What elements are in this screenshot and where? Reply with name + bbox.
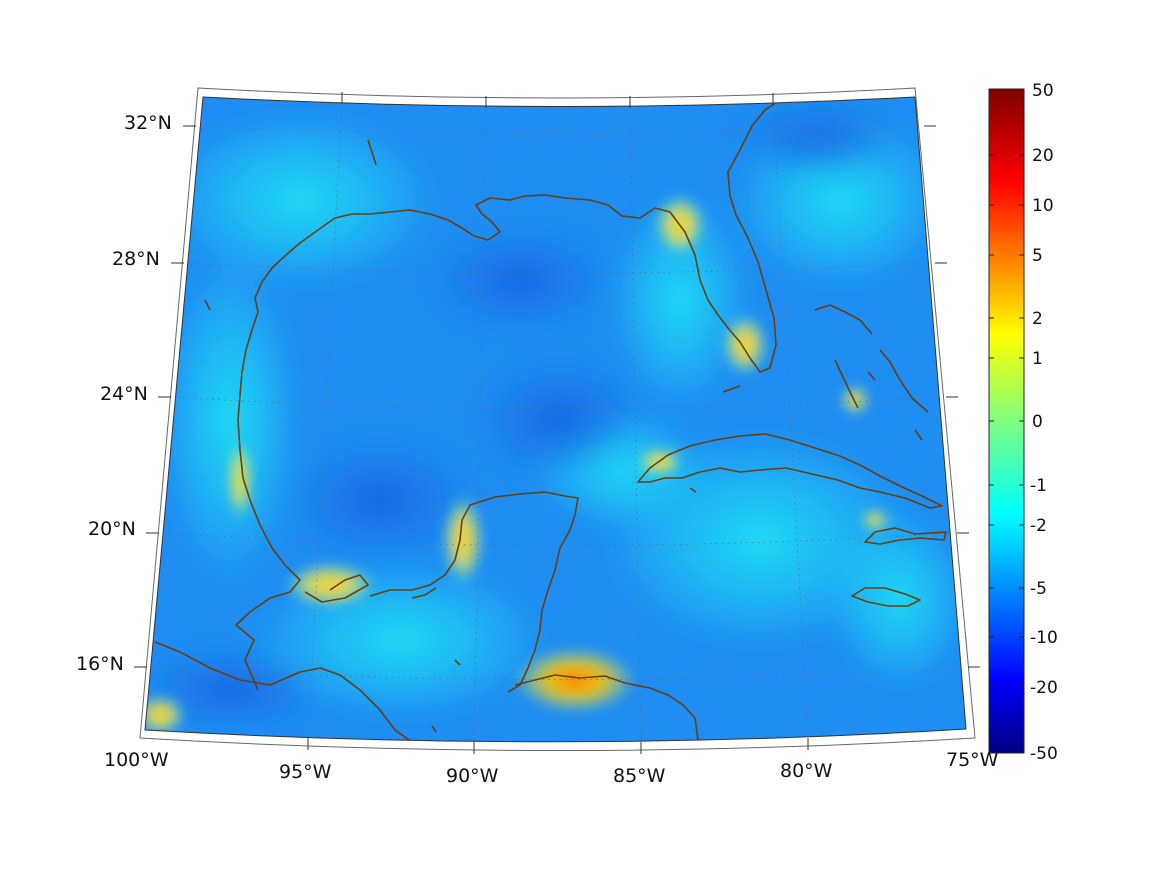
colorbar-label-5: 1 <box>1032 349 1043 369</box>
colorbar-label-6: 0 <box>1032 412 1043 432</box>
colorbar-labels: 50 20 10 5 2 1 0 -1 -2 -5 -10 -20 -50 <box>1030 81 1058 764</box>
colorbar-label-0: 50 <box>1032 81 1054 101</box>
yucatan-coastline <box>304 491 579 693</box>
graticule <box>145 99 966 742</box>
lat-label-4: 16°N <box>76 653 124 675</box>
colorbar-label-3: 5 <box>1032 246 1043 266</box>
map-frame <box>134 87 980 754</box>
colorbar-ticks <box>989 154 1024 688</box>
lat-label-3: 20°N <box>88 518 136 540</box>
colorbar-label-2: 10 <box>1032 196 1054 216</box>
colorbar-label-9: -5 <box>1030 579 1047 599</box>
colorbar-label-1: 20 <box>1032 146 1054 166</box>
lat-label-0: 32°N <box>124 112 172 134</box>
colorbar-label-4: 2 <box>1032 309 1043 329</box>
latitude-labels: 32°N 28°N 24°N 20°N 16°N <box>76 112 172 675</box>
lon-label-3: 85°W <box>613 765 666 787</box>
lon-label-1: 95°W <box>279 761 332 783</box>
lon-label-4: 80°W <box>780 760 833 782</box>
small-islands <box>204 139 923 733</box>
hispaniola-coastline <box>864 527 947 545</box>
bahamas-coastline <box>814 304 929 413</box>
colorbar: 50 20 10 5 2 1 0 -1 -2 -5 -10 -20 -50 <box>988 81 1058 764</box>
colorbar-label-12: -50 <box>1030 744 1058 764</box>
jamaica-coastline <box>851 587 921 607</box>
colorbar-label-8: -2 <box>1030 516 1047 536</box>
map-panel <box>145 97 966 742</box>
colorbar-label-11: -20 <box>1030 678 1058 698</box>
lon-label-2: 90°W <box>446 765 499 787</box>
lon-label-5: 75°W <box>946 749 999 771</box>
lon-label-0: 100°W <box>104 749 169 771</box>
colorbar-label-7: -1 <box>1030 476 1047 496</box>
central-america-coastline <box>154 641 699 742</box>
longitude-labels: 100°W 95°W 90°W 85°W 80°W 75°W <box>104 749 999 787</box>
colorbar-gradient <box>988 88 1025 754</box>
coastlines <box>154 99 947 742</box>
gulf-coastline <box>235 99 781 691</box>
cuba-coastline <box>637 433 943 509</box>
colorbar-label-10: -10 <box>1030 628 1058 648</box>
field-hotspots <box>145 195 889 735</box>
lat-label-1: 28°N <box>112 248 160 270</box>
lat-label-2: 24°N <box>100 383 148 405</box>
